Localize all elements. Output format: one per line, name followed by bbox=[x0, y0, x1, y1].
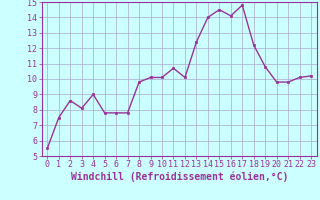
X-axis label: Windchill (Refroidissement éolien,°C): Windchill (Refroidissement éolien,°C) bbox=[70, 172, 288, 182]
